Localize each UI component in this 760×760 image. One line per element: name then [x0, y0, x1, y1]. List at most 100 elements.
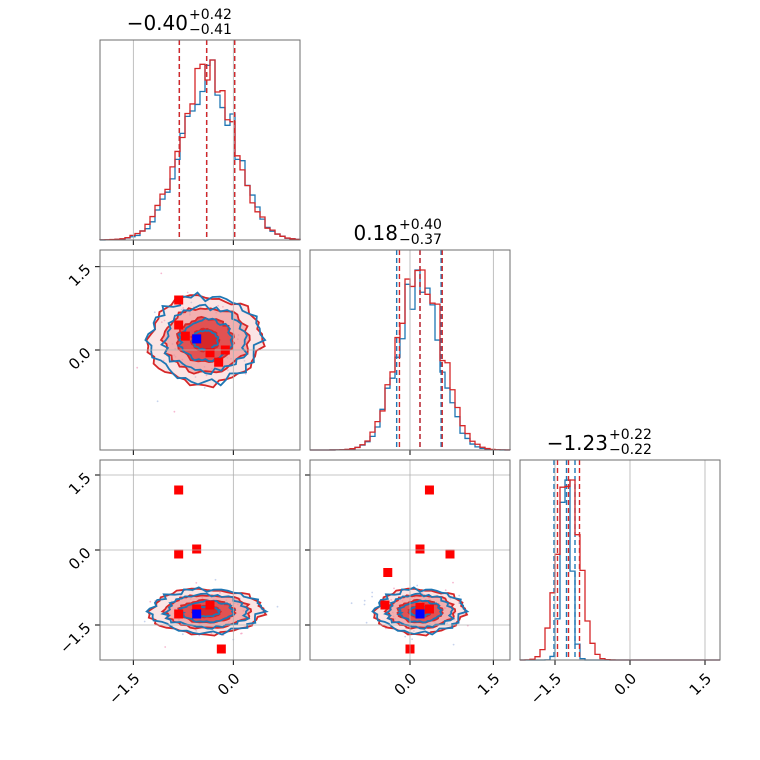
marker-red-2_0-3 — [192, 604, 202, 614]
scatter-point-1_0 — [205, 374, 208, 377]
marginal-hist-red-2 — [519, 479, 720, 661]
axes-frame-2-1 — [309, 459, 511, 661]
scatter-point-2_0 — [195, 629, 198, 632]
scatter-point-1_0 — [160, 321, 163, 324]
marker-red-1_0-0 — [174, 295, 184, 305]
marker-blue-1_0-0 — [192, 334, 202, 344]
scatter-point-2_1 — [413, 630, 415, 632]
marker-red-2_0-0 — [174, 485, 184, 495]
marker-red-2_1-1 — [383, 568, 393, 577]
scatter-point-1_0 — [217, 304, 220, 307]
axes-frame-0-0 — [99, 39, 301, 241]
contour-line-blue-2_1-2 — [396, 599, 444, 624]
scatter-point-2_0 — [198, 634, 201, 637]
axes-frame-2-0 — [99, 459, 301, 661]
axes-frame-2-2 — [519, 459, 721, 661]
scatter-point-2_0 — [219, 591, 221, 594]
scatter-point-2_0 — [143, 620, 146, 623]
axes-frames-layer — [95, 39, 721, 665]
title-plus-2: +0.22 — [609, 427, 652, 443]
scatter-point-1_0 — [194, 376, 197, 378]
marker-red-2_1-6 — [424, 604, 434, 614]
marker-red-1_0-4 — [205, 348, 215, 358]
title-median-2: −1.23 — [547, 431, 608, 455]
scatter-point-2_1 — [421, 592, 424, 595]
scatter-point-2_1 — [452, 643, 455, 646]
scatter-point-1_0 — [180, 308, 183, 311]
marker-red-2_0-4 — [205, 600, 215, 610]
scatter-point-2_1 — [390, 598, 393, 601]
marker-red-2_1-4 — [380, 600, 390, 610]
title-median-1: 0.18 — [353, 221, 398, 245]
scatter-point-1_0 — [156, 400, 159, 403]
scatter-point-2_0 — [214, 578, 217, 581]
y-tick-label-2-0: −1.5 — [56, 619, 94, 657]
scatter-point-2_1 — [393, 587, 395, 590]
scatter-point-2_0 — [164, 646, 167, 648]
scatter-point-1_0 — [163, 319, 166, 322]
scatter-point-2_0 — [195, 582, 198, 584]
scatter-point-2_1 — [350, 602, 353, 605]
scatter-point-1_0 — [186, 291, 189, 294]
marker-blue-2_0-0 — [192, 609, 202, 619]
contour-line-blue-1_0-1 — [160, 303, 249, 376]
scatter-point-2_1 — [363, 603, 366, 606]
marker-red-2_1-2 — [415, 544, 425, 554]
scatter-point-2_1 — [371, 595, 373, 598]
scatter-point-1_0 — [153, 311, 156, 314]
y-tick-label-1-1: 1.5 — [65, 260, 95, 290]
scatter-point-2_0 — [240, 632, 243, 635]
scatter-point-1_0 — [243, 360, 246, 362]
x-tick-label-0-1: 0.0 — [214, 670, 244, 700]
title-plus-1: +0.40 — [399, 217, 442, 233]
y-tick-label-2-1: 0.0 — [65, 544, 95, 574]
marker-red-1_0-5 — [214, 357, 224, 367]
scatter-point-1_0 — [162, 359, 165, 362]
scatter-point-2_1 — [365, 621, 368, 624]
scatter-point-2_1 — [452, 581, 454, 584]
scatter-point-2_0 — [276, 605, 279, 608]
scatter-point-2_1 — [449, 597, 452, 600]
scatter-point-2_0 — [181, 633, 184, 636]
marginal-hist-blue-2 — [520, 479, 720, 661]
scatter-point-2_0 — [210, 632, 213, 635]
marker-blue-2_1-0 — [415, 609, 425, 619]
title-minus-0: −0.41 — [189, 22, 232, 38]
scatter-point-2_1 — [411, 638, 413, 641]
marker-red-2_0-6 — [216, 644, 226, 654]
contour-line-blue-1_0-0 — [144, 291, 267, 387]
scatter-point-2_0 — [149, 600, 152, 603]
x-tick-label-1-1: 1.5 — [474, 670, 504, 700]
scatter-point-1_0 — [190, 301, 193, 304]
marginal-hist-blue-0 — [99, 59, 301, 241]
scatter-point-1_0 — [182, 307, 185, 309]
marginal-hist-red-0 — [99, 59, 301, 241]
title-median-0: −0.40 — [127, 11, 188, 35]
scatter-point-2_1 — [371, 591, 374, 594]
x-tick-label-1-0: 0.0 — [391, 670, 421, 700]
marker-red-2_0-1 — [174, 549, 184, 559]
x-tick-label-2-0: −1.5 — [527, 670, 565, 708]
contour-line-red-1_0-1 — [159, 307, 251, 375]
title-plus-0: +0.42 — [189, 7, 232, 23]
marker-red-2_1-0 — [424, 485, 434, 495]
marker-red-2_1-3 — [445, 549, 455, 559]
scatter-point-1_0 — [136, 366, 139, 369]
marker-red-1_0-1 — [174, 320, 184, 330]
scatter-point-1_0 — [203, 387, 206, 389]
marker-red-1_0-2 — [180, 331, 190, 341]
axes-frame-1-1 — [309, 249, 511, 451]
scatter-point-2_1 — [444, 589, 447, 592]
y-tick-label-1-0: 0.0 — [65, 344, 95, 374]
scatter-point-2_1 — [446, 622, 448, 625]
title-minus-1: −0.37 — [399, 232, 442, 248]
x-tick-label-0-0: −1.5 — [105, 670, 143, 708]
scatter-point-1_0 — [222, 305, 224, 308]
scatter-point-2_1 — [457, 602, 460, 604]
scatter-point-1_0 — [227, 369, 229, 372]
y-tick-label-2-2: 1.5 — [65, 469, 95, 499]
axes-frame-1-0 — [99, 249, 301, 451]
title-minus-2: −0.22 — [609, 442, 652, 458]
scatter-point-2_1 — [416, 584, 419, 587]
